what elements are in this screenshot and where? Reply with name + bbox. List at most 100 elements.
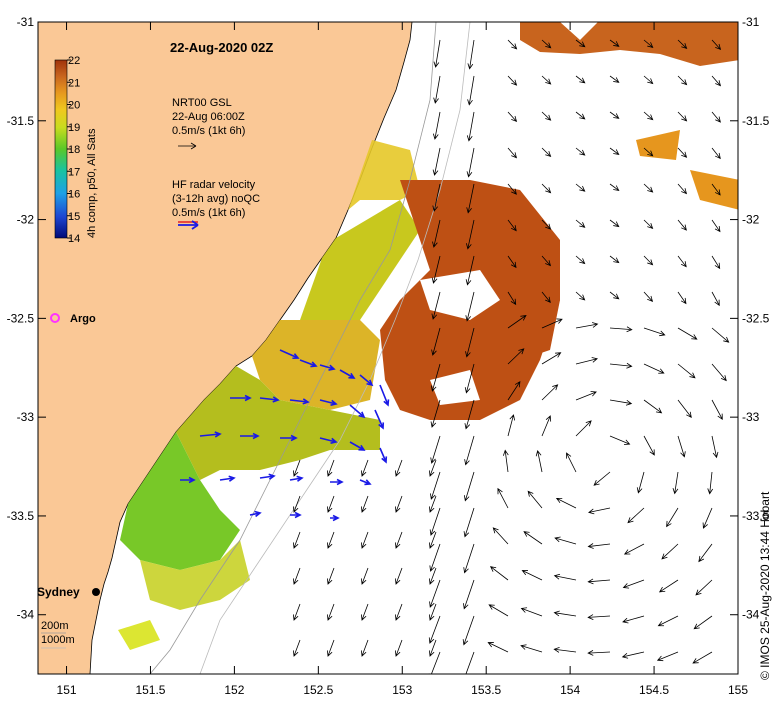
hf-arrow — [289, 475, 304, 482]
map-title: 22-Aug-2020 02Z — [170, 40, 273, 55]
nrt-arrow — [463, 543, 475, 574]
nrt-arrow — [361, 531, 369, 549]
nrt-arrow — [433, 75, 441, 104]
nrt-arrow — [431, 291, 441, 320]
nrt-arrow — [609, 291, 620, 300]
nrt-arrow — [698, 543, 713, 563]
lon-tick-label: 155 — [728, 683, 748, 697]
nrt-arrow — [575, 322, 599, 329]
hf-arrow — [259, 396, 280, 403]
nrt-arrow — [432, 147, 441, 176]
colorbar-tick-label: 14 — [68, 233, 80, 245]
nrt-arrow — [622, 579, 645, 589]
nrt-arrow — [553, 573, 577, 581]
nrt-arrow — [431, 327, 441, 356]
hf-arrow — [319, 399, 338, 406]
nrt-arrow — [609, 111, 620, 119]
nrt-arrow — [507, 147, 518, 159]
nrt-arrow — [541, 111, 552, 121]
nrt-arrow — [429, 531, 437, 549]
hf-arrow — [249, 510, 262, 518]
nrt-arrow — [693, 615, 713, 630]
nrt-arrow — [430, 363, 441, 392]
nrt-arrow — [395, 531, 403, 549]
nrt-arrow — [656, 651, 679, 662]
plot-frame — [37, 21, 739, 675]
nrt-arrow — [541, 255, 552, 267]
nrt-arrow — [677, 327, 698, 340]
nrt-arrow — [636, 471, 645, 494]
nrt-arrow — [695, 579, 713, 596]
nrt-arrow — [621, 651, 645, 659]
colorbar-tick-label: 21 — [68, 77, 80, 89]
nrt-arrow — [541, 39, 552, 49]
lon-tick-label: 154 — [560, 683, 580, 697]
depth-1000-label: 1000m — [41, 634, 75, 646]
nrt-arrow — [429, 507, 441, 536]
nrt-arrow — [711, 75, 722, 87]
argo-label: Argo — [70, 313, 96, 325]
nrt-arrow — [677, 147, 688, 158]
nrt-arrow — [702, 507, 713, 529]
lat-tick-label: -32.5 — [742, 311, 770, 325]
nrt-arrow — [464, 399, 475, 430]
nrt-arrow — [609, 255, 620, 264]
nrt-arrow — [711, 255, 721, 270]
nrt-arrow — [711, 435, 719, 459]
nrt-arrow — [429, 567, 437, 585]
nrt-arrow — [429, 579, 441, 608]
nrt-arrow — [327, 567, 335, 585]
colorbar-label: 4h comp, p50, All Sats — [86, 128, 98, 238]
nrt-arrow — [692, 651, 713, 664]
hf-arrow — [319, 437, 338, 444]
nrt-arrow — [466, 111, 475, 142]
nrt-arrow — [428, 615, 441, 644]
hf-arrow — [199, 431, 222, 438]
nrt-arrow — [327, 459, 335, 477]
nrt-arrow — [327, 531, 335, 549]
hf-arrow — [330, 514, 340, 522]
nrt-arrow — [677, 219, 687, 231]
nrt-arrow — [711, 219, 721, 233]
nrt-arrow — [523, 531, 543, 545]
lat-tick-label: -33.5 — [7, 509, 35, 523]
nrt-arrow — [361, 495, 369, 513]
nrt-arrow — [361, 639, 369, 657]
nrt-arrow — [677, 75, 688, 86]
nrt-arrow — [492, 527, 509, 545]
nrt-arrow — [587, 614, 611, 620]
lat-tick-label: -32 — [742, 213, 760, 227]
nrt-arrow — [622, 615, 645, 624]
nrt-arrow — [677, 111, 688, 122]
nrt-arrow — [430, 399, 441, 428]
lon-tick-label: 152 — [224, 683, 244, 697]
nrt-arrow — [464, 363, 475, 394]
hf-arrow — [259, 473, 276, 480]
nrt-arrow — [711, 399, 723, 421]
lon-tick-label: 154.5 — [639, 683, 669, 697]
nrt-arrow — [711, 363, 727, 382]
nrt-arrow — [464, 435, 475, 466]
nrt-arrow — [502, 449, 509, 473]
nrt-arrow — [521, 570, 543, 581]
nrt-arrow — [466, 183, 475, 214]
nrt-arrow — [497, 487, 509, 509]
nrt-arrow — [361, 603, 369, 621]
nrt-arrow — [711, 39, 722, 51]
nrt-arrow — [430, 435, 441, 464]
nrt-arrow — [643, 255, 654, 266]
nrt-arrow — [677, 363, 696, 379]
isobath-200m — [149, 22, 437, 674]
nrt-arrow — [609, 183, 620, 192]
nrt-arrow — [430, 471, 441, 500]
nrt-arrow — [432, 219, 441, 248]
nrt-arrow — [507, 75, 518, 86]
lon-tick-label: 153.5 — [471, 683, 501, 697]
nrt-arrow — [623, 543, 645, 555]
hf-arrow — [379, 384, 390, 407]
hf-arrow — [339, 369, 356, 379]
nrt-arrow — [609, 219, 620, 228]
nrt-arrow — [467, 39, 475, 70]
nrt-arrow — [431, 255, 441, 284]
